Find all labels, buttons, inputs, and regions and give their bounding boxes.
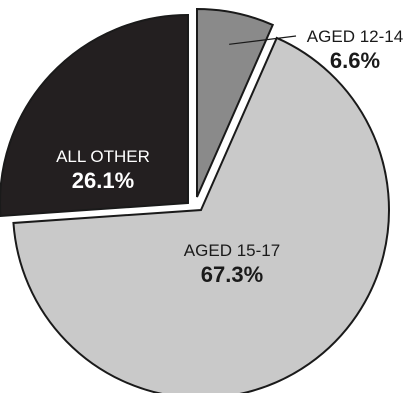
slice-label-all-other: ALL OTHER [56, 147, 150, 166]
pie-slice-aged-15-17 [12, 36, 390, 393]
slice-label-aged-15-17: AGED 15-17 [184, 241, 280, 260]
slice-value-aged-15-17: 67.3% [201, 262, 263, 287]
pie-slice-all-other [0, 13, 189, 218]
slice-label-aged-12-14: AGED 12-14 [307, 27, 403, 46]
slice-value-all-other: 26.1% [72, 168, 134, 193]
pie-slice-aged-12-14 [196, 7, 275, 198]
slice-value-aged-12-14: 6.6% [330, 48, 380, 73]
callout-leader-line [229, 35, 297, 45]
